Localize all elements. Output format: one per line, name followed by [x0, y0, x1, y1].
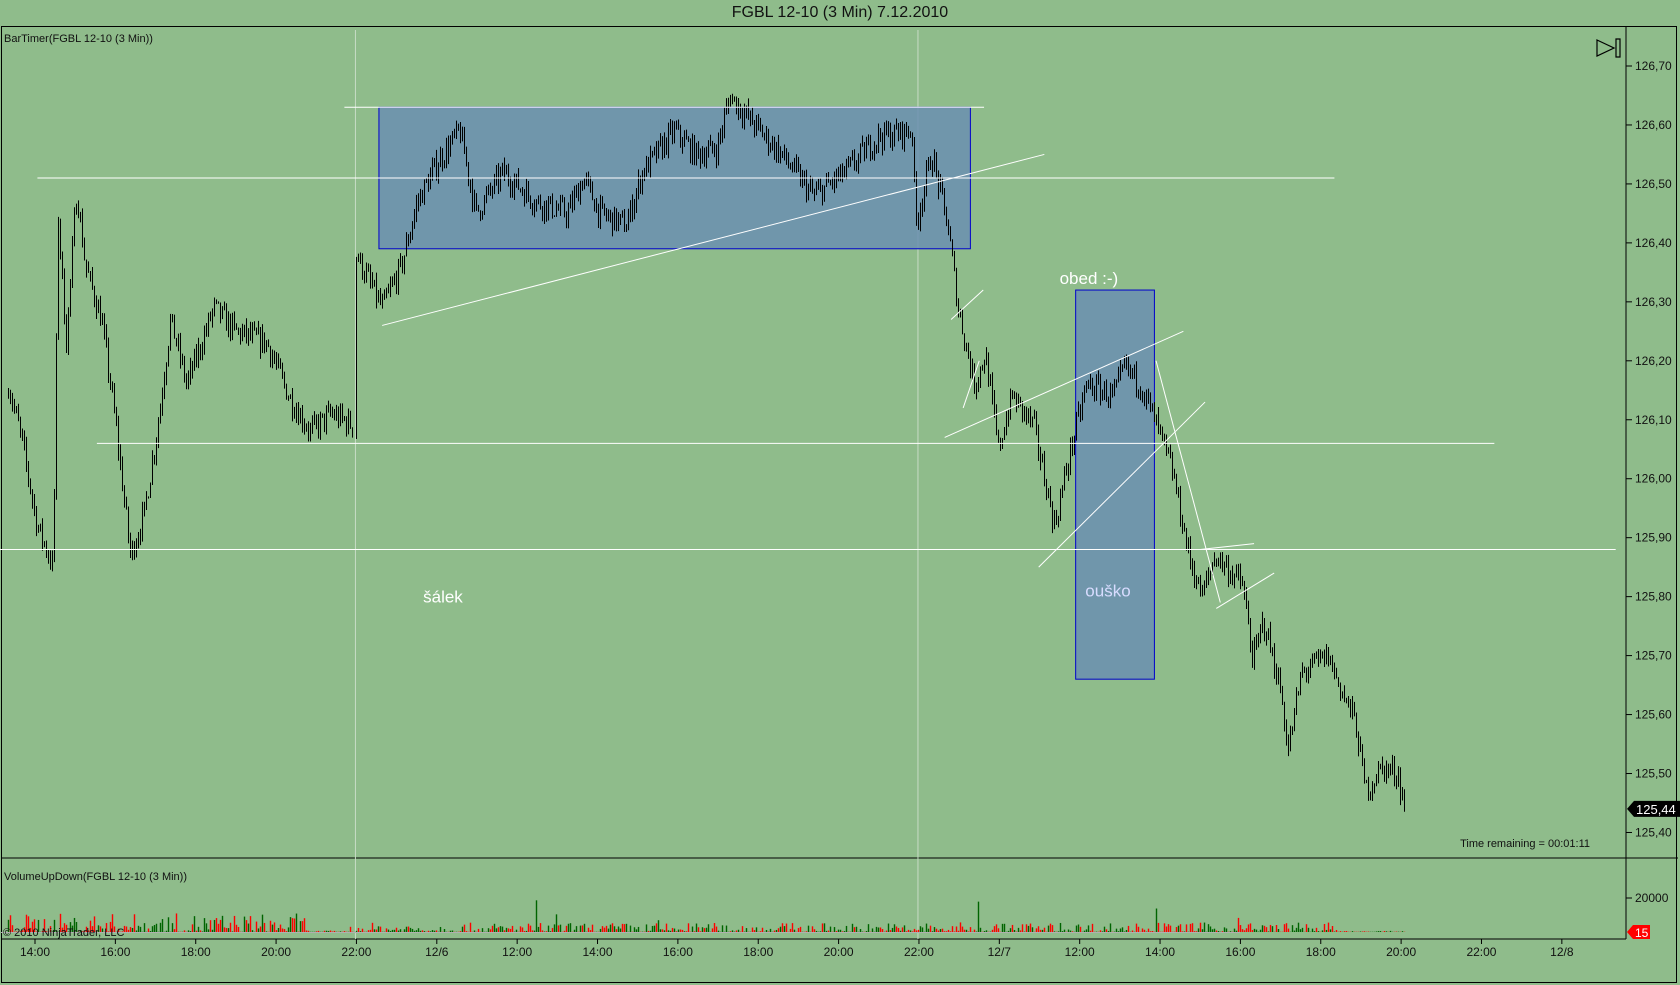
- price-tick-label: 126,60: [1635, 118, 1672, 132]
- volume-tick-label: 20000: [1635, 891, 1669, 905]
- trend-line[interactable]: [962, 360, 980, 409]
- time-tick-label: 22:00: [904, 945, 934, 959]
- last-volume-label: 15: [1635, 926, 1649, 940]
- time-tick-label: 16:00: [663, 945, 693, 959]
- time-tick-label: 14:00: [583, 945, 613, 959]
- last-volume-marker: [1627, 925, 1650, 939]
- time-tick-label: 12:00: [1065, 945, 1095, 959]
- trend-line[interactable]: [944, 330, 1184, 438]
- price-tick-label: 125,90: [1635, 531, 1672, 545]
- trend-line[interactable]: [1216, 572, 1275, 609]
- annotation-obed[interactable]: obed :-): [1060, 269, 1119, 288]
- trend-line[interactable]: [950, 289, 984, 320]
- annotation-ousko[interactable]: ouško: [1085, 582, 1130, 601]
- last-price-marker: [1627, 800, 1680, 817]
- time-tick-label: 22:00: [1466, 945, 1496, 959]
- time-tick-label: 16:00: [100, 945, 130, 959]
- price-tick-label: 126,00: [1635, 472, 1672, 486]
- skip-to-end-icon[interactable]: [1596, 38, 1621, 58]
- trend-line[interactable]: [1038, 401, 1206, 568]
- time-tick-label: 14:00: [1145, 945, 1175, 959]
- time-tick-label: 22:00: [341, 945, 371, 959]
- annotation-salek[interactable]: šálek: [423, 588, 463, 607]
- window-title: FGBL 12-10 (3 Min) 7.12.2010: [731, 4, 949, 21]
- time-tick-label: 18:00: [1306, 945, 1336, 959]
- drawing-rectangle[interactable]: [1075, 289, 1155, 680]
- time-remaining-text: Time remaining = 00:01:11: [1460, 838, 1590, 850]
- price-tick-label: 125,80: [1635, 590, 1672, 604]
- chart-frame: [1, 26, 1677, 983]
- price-tick-label: 125,40: [1635, 825, 1672, 839]
- time-tick-label: 12/7: [988, 945, 1012, 959]
- price-tick-label: 126,40: [1635, 236, 1672, 250]
- price-panel-label: BarTimer(FGBL 12-10 (3 Min)): [4, 33, 153, 45]
- price-tick-label: 125,70: [1635, 649, 1672, 663]
- price-tick-label: 126,50: [1635, 177, 1672, 191]
- price-tick-label: 126,30: [1635, 295, 1672, 309]
- price-tick-label: 125,60: [1635, 708, 1672, 722]
- price-tick-label: 126,20: [1635, 354, 1672, 368]
- price-tick-label: 126,70: [1635, 59, 1672, 73]
- volume-panel-label: VolumeUpDown(FGBL 12-10 (3 Min)): [4, 871, 187, 883]
- time-tick-label: 14:00: [20, 945, 50, 959]
- last-price-label: 125,44: [1636, 802, 1676, 817]
- time-tick-label: 20:00: [1386, 945, 1416, 959]
- time-tick-label: 18:00: [181, 945, 211, 959]
- time-tick-label: 20:00: [824, 945, 854, 959]
- trend-line[interactable]: [382, 153, 1045, 326]
- time-tick-label: 20:00: [261, 945, 291, 959]
- copyright-text: © 2010 NinjaTrader, LLC: [3, 927, 124, 939]
- time-tick-label: 16:00: [1225, 945, 1255, 959]
- price-tick-label: 126,10: [1635, 413, 1672, 427]
- time-tick-label: 18:00: [743, 945, 773, 959]
- trend-line[interactable]: [1200, 543, 1255, 550]
- time-tick-label: 12:00: [502, 945, 532, 959]
- price-tick-label: 125,50: [1635, 767, 1672, 781]
- trend-line[interactable]: [1155, 360, 1221, 603]
- time-tick-label: 12/8: [1550, 945, 1574, 959]
- time-tick-label: 12/6: [425, 945, 449, 959]
